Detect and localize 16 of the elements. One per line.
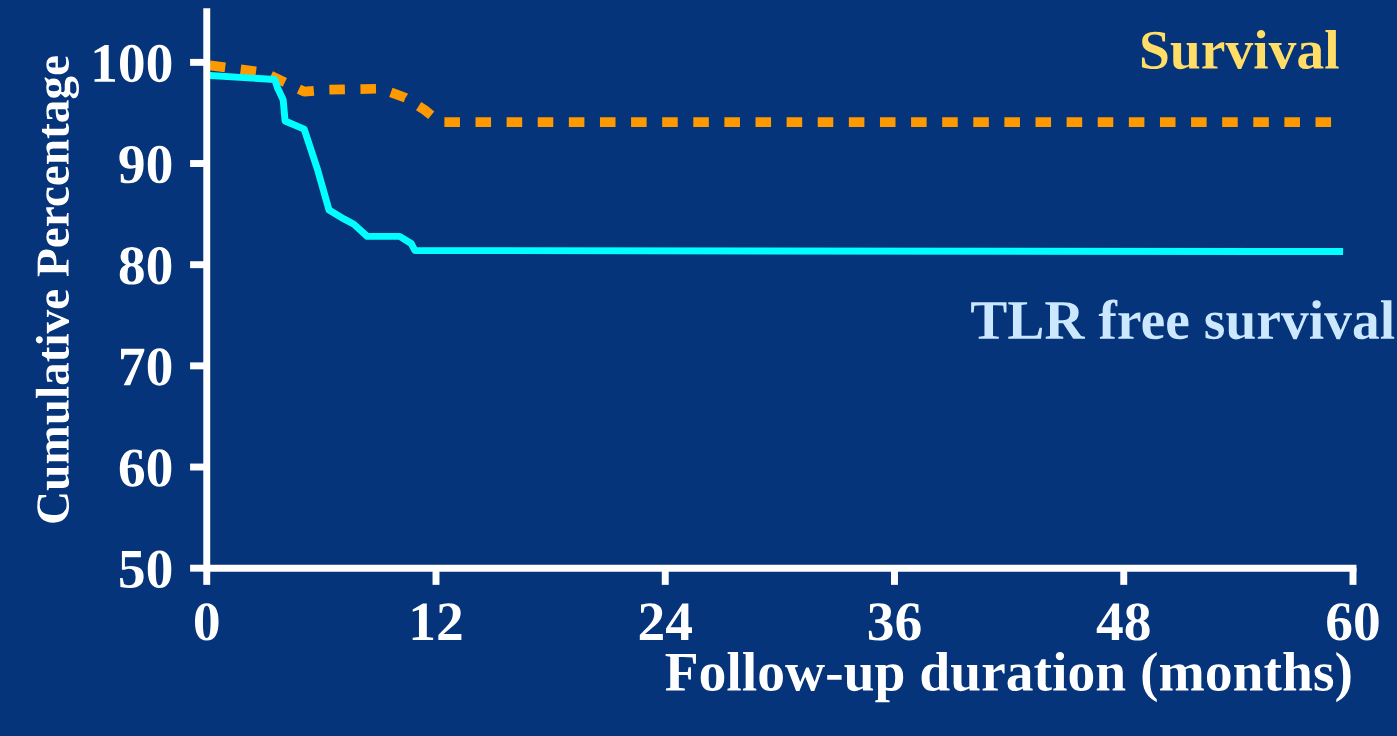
x-tick-label: 24 bbox=[639, 603, 692, 641]
x-axis-title: Follow-up duration (months) bbox=[665, 651, 1351, 703]
y-tick-label: 80 bbox=[119, 247, 172, 285]
x-tick-label: 36 bbox=[868, 603, 921, 641]
x-tick-label: 60 bbox=[1327, 603, 1379, 641]
x-tick-label: 0 bbox=[194, 603, 219, 641]
x-tick-label: 12 bbox=[412, 603, 462, 641]
y-tick-label: 60 bbox=[119, 449, 172, 487]
series-label: TLR free survival bbox=[971, 299, 1395, 340]
y-tick-label: 70 bbox=[121, 348, 172, 386]
y-tick-label: 100 bbox=[94, 44, 172, 83]
x-tick-label: 48 bbox=[1096, 603, 1150, 641]
series-label: Survival bbox=[1141, 30, 1339, 70]
y-tick-label: 50 bbox=[120, 550, 172, 589]
y-axis-title: Cumulative Percentage bbox=[35, 56, 79, 523]
y-tick-label: 90 bbox=[119, 145, 172, 184]
